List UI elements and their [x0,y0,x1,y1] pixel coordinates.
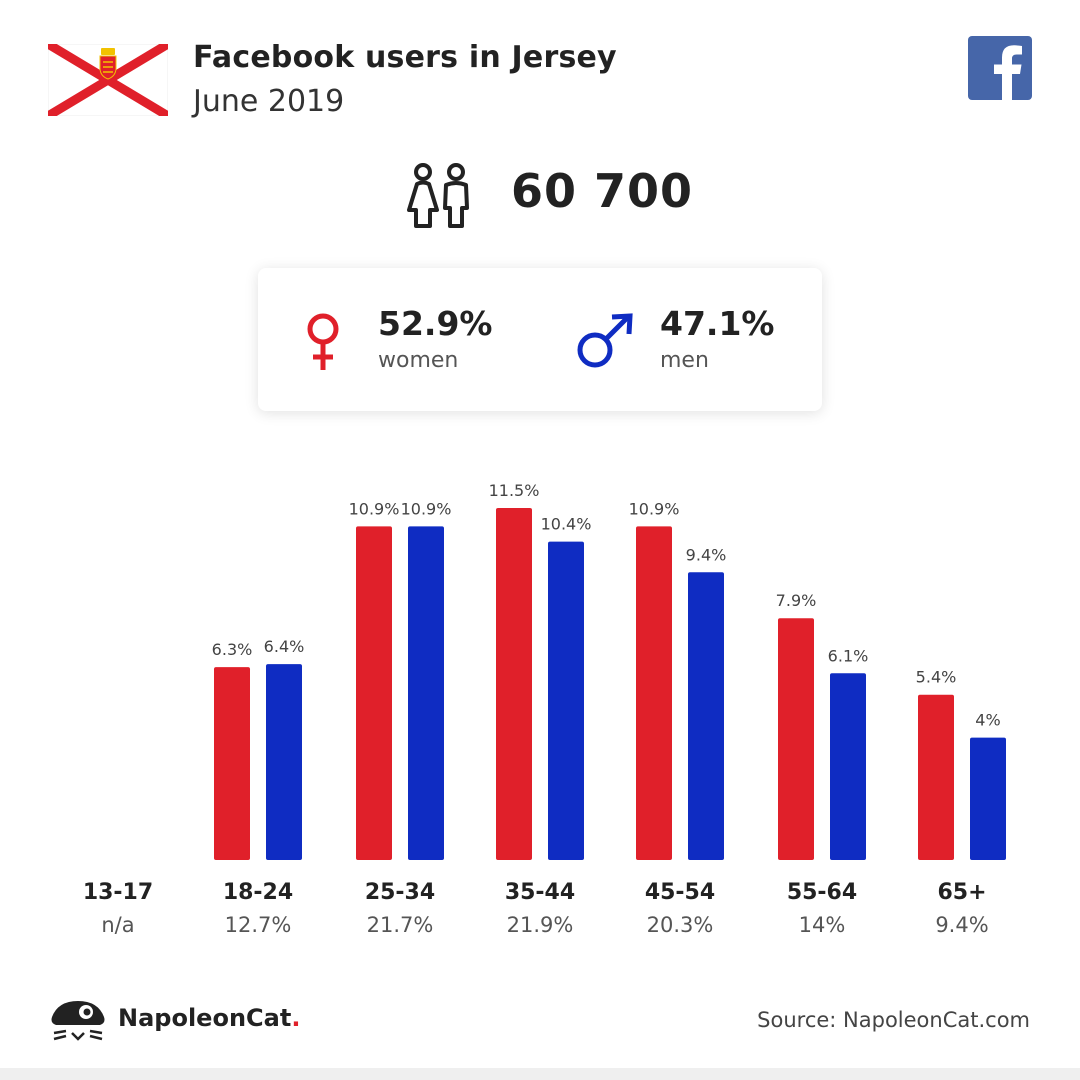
women-bar [496,508,532,860]
age-category-label: 18-24 [223,880,293,905]
women-value-label: 5.4% [916,668,957,687]
men-bar [266,664,302,860]
men-value-label: 4% [975,711,1000,730]
age-category-total: 14% [799,913,846,937]
total-users-value: 60 700 [511,164,694,218]
page-title: Facebook users in Jersey [193,40,617,75]
age-category-label: 25-34 [365,880,435,905]
brand-name: NapoleonCat. [118,1004,301,1032]
men-value-label: 9.4% [686,545,727,564]
men-value-label: 10.4% [541,515,592,534]
age-category-total: 12.7% [225,913,292,937]
source-credit: Source: NapoleonCat.com [757,1008,1030,1032]
women-value-label: 11.5% [489,481,540,500]
women-value-label: 7.9% [776,591,817,610]
men-bar [408,526,444,860]
page-subtitle: June 2019 [193,84,345,119]
women-percentage: 52.9% [378,304,493,343]
women-bar [214,667,250,860]
men-bar [548,541,584,860]
men-bar [688,572,724,860]
napoleoncat-logo-icon [51,1001,105,1041]
age-category-label: 65+ [937,880,986,905]
men-value-label: 6.1% [828,646,869,665]
women-value-label: 10.9% [629,499,680,518]
women-label: women [378,348,459,373]
footer-strip [0,1068,1080,1080]
age-category-label: 13-17 [83,880,153,905]
men-bar [830,673,866,860]
facebook-logo-icon [968,36,1032,100]
men-bar [970,737,1006,860]
women-value-label: 6.3% [212,640,253,659]
age-category-total: 21.7% [367,913,434,937]
men-value-label: 10.9% [401,499,452,518]
women-bar [778,618,814,860]
women-bar [356,526,392,860]
gender-breakdown-card: 52.9% women 47.1% men [258,268,822,411]
age-category-label: 45-54 [645,880,715,905]
women-value-label: 10.9% [349,499,400,518]
age-category-total: n/a [101,913,134,937]
female-symbol-icon [307,313,339,370]
male-symbol-icon [577,313,633,368]
age-category-total: 20.3% [647,913,714,937]
age-category-total: 9.4% [935,913,988,937]
women-bar [636,526,672,860]
users-icon [407,163,469,228]
age-category-label: 35-44 [505,880,575,905]
women-bar [918,694,954,860]
jersey-flag-icon [48,44,168,116]
age-category-total: 21.9% [507,913,574,937]
men-value-label: 6.4% [264,637,305,656]
men-label: men [660,348,709,373]
age-category-label: 55-64 [787,880,857,905]
men-percentage: 47.1% [660,304,775,343]
